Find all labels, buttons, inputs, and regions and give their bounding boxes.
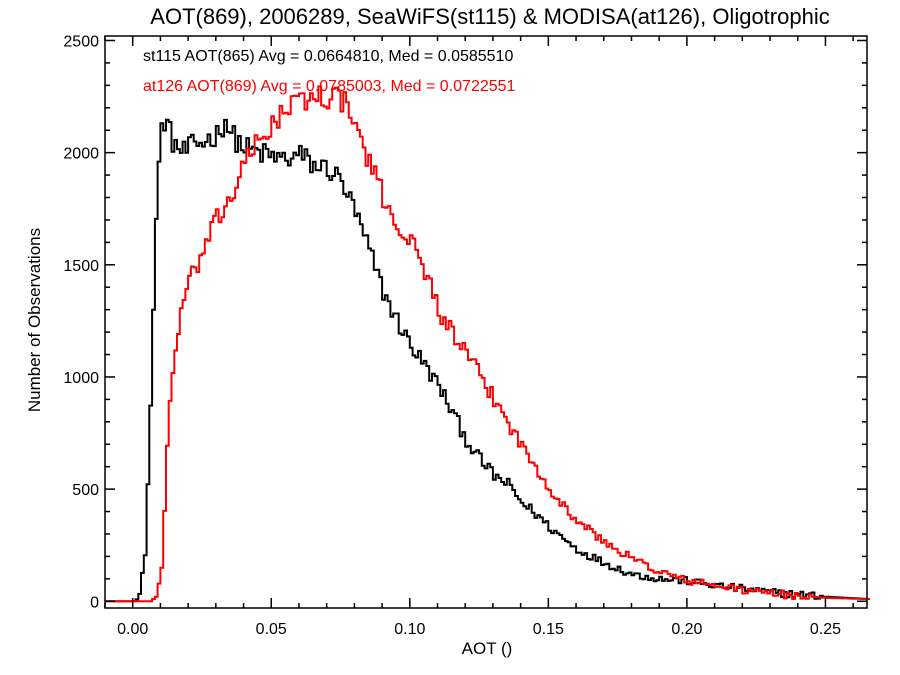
y-tick-label: 1500 <box>63 258 99 275</box>
x-tick-label: 0.00 <box>117 621 148 638</box>
series-line-1 <box>105 118 870 603</box>
x-tick-label: 0.05 <box>256 621 287 638</box>
y-tick-label: 500 <box>72 482 99 499</box>
y-tick-label: 0 <box>90 594 99 611</box>
plot-lines <box>105 85 870 603</box>
x-tick-label: 0.25 <box>810 621 841 638</box>
x-tick-label: 0.10 <box>394 621 425 638</box>
y-tick-label: 2000 <box>63 146 99 163</box>
chart-title: AOT(869), 2006289, SeaWiFS(st115) & MODI… <box>150 4 829 29</box>
y-tick-label: 1000 <box>63 370 99 387</box>
x-axis-label: AOT () <box>462 639 513 658</box>
x-axis: 0.00 0.05 0.10 0.15 0.20 0.25 <box>104 36 854 638</box>
plot-frame <box>104 35 868 609</box>
x-tick-label: 0.15 <box>533 621 564 638</box>
x-tick-label: 0.20 <box>671 621 702 638</box>
legend-series-2: at126 AOT(869) Avg = 0.0785003, Med = 0.… <box>143 78 516 95</box>
y-tick-label: 2500 <box>63 33 99 50</box>
series-line-2 <box>105 85 870 603</box>
y-axis: 0 500 1000 1500 2000 2500 <box>63 33 867 611</box>
y-axis-label: Number of Observations <box>25 228 44 412</box>
legend-series-1: st115 AOT(865) Avg = 0.0664810, Med = 0.… <box>143 48 513 65</box>
